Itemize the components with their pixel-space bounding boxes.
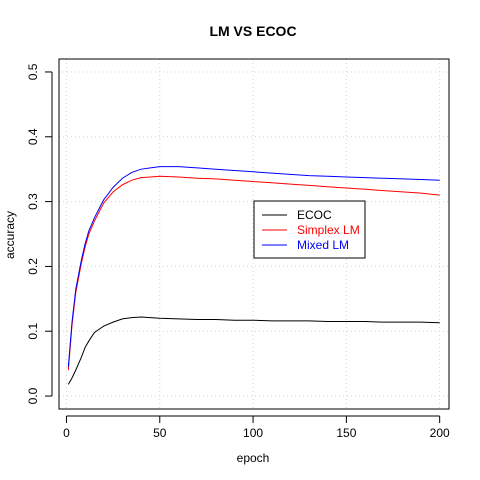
legend-entry-label: ECOC <box>297 208 332 222</box>
x-tick-label: 200 <box>430 426 450 440</box>
series-line-1 <box>67 175 440 371</box>
x-axis: 0 50 100 150 200 <box>63 415 450 440</box>
grid-lines <box>59 59 449 409</box>
y-tick-label: 0.1 <box>26 323 40 340</box>
plot-frame <box>58 58 450 410</box>
x-tick-label: 150 <box>336 426 356 440</box>
y-axis-label: accuracy <box>3 211 17 259</box>
x-axis-label: epoch <box>237 451 270 465</box>
x-tick-label: 50 <box>153 426 167 440</box>
series-line-2 <box>67 166 440 367</box>
legend-entry-label: Mixed LM <box>297 238 349 252</box>
y-tick-label: 0.2 <box>26 258 40 275</box>
y-tick-label: 0.5 <box>26 63 40 80</box>
chart-title: LM VS ECOC <box>209 23 296 39</box>
y-tick-label: 0.3 <box>26 193 40 210</box>
y-axis: 0.0 0.1 0.2 0.3 0.4 0.5 <box>26 63 53 404</box>
legend-entry-label: Simplex LM <box>297 223 360 237</box>
series-lines <box>67 166 440 385</box>
x-tick-label: 0 <box>63 426 70 440</box>
y-tick-label: 0.0 <box>26 387 40 404</box>
x-tick-label: 100 <box>243 426 263 440</box>
series-line-0 <box>67 316 440 385</box>
y-tick-label: 0.4 <box>26 128 40 145</box>
